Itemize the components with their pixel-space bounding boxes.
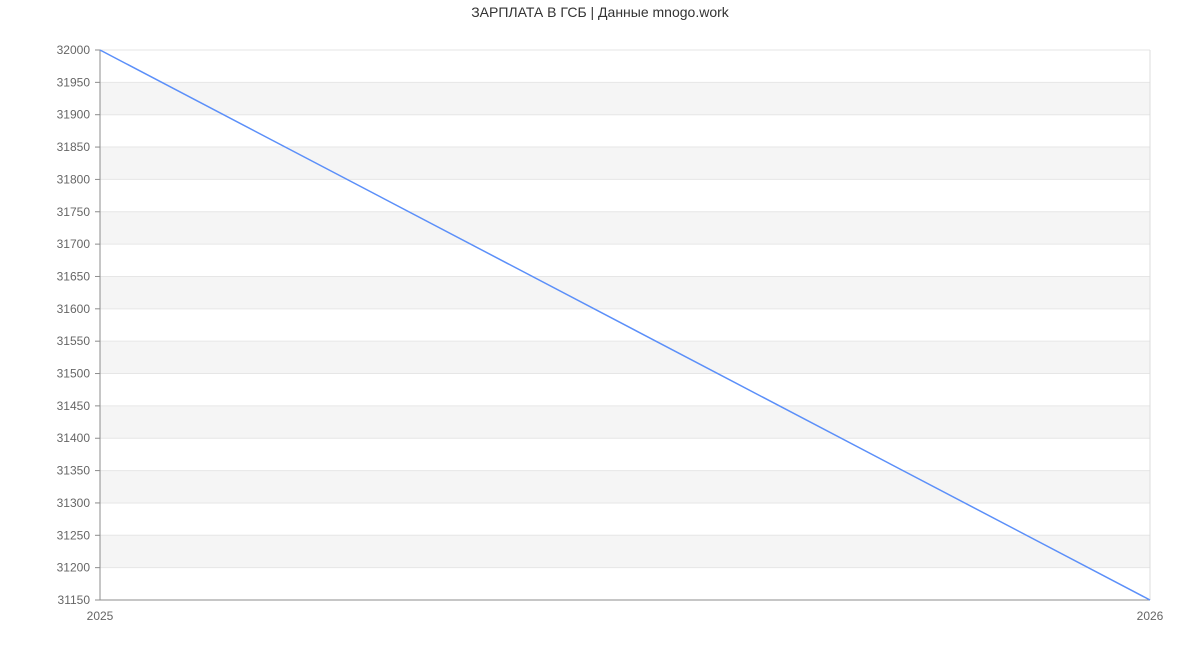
- svg-text:31800: 31800: [57, 172, 91, 186]
- svg-text:31950: 31950: [57, 75, 91, 89]
- svg-text:31400: 31400: [57, 431, 91, 445]
- svg-text:31500: 31500: [57, 367, 91, 381]
- svg-text:31300: 31300: [57, 496, 91, 510]
- svg-text:31900: 31900: [57, 108, 91, 122]
- svg-text:31150: 31150: [58, 593, 91, 607]
- svg-text:2026: 2026: [1137, 609, 1164, 623]
- svg-text:31750: 31750: [57, 205, 91, 219]
- svg-text:31200: 31200: [57, 561, 91, 575]
- svg-text:31450: 31450: [57, 399, 91, 413]
- svg-text:31600: 31600: [57, 302, 91, 316]
- svg-text:31650: 31650: [57, 269, 91, 283]
- svg-text:2025: 2025: [87, 609, 114, 623]
- svg-text:31850: 31850: [57, 140, 91, 154]
- svg-text:31250: 31250: [57, 528, 91, 542]
- svg-text:32000: 32000: [57, 43, 91, 57]
- svg-text:31700: 31700: [57, 237, 91, 251]
- svg-text:31550: 31550: [57, 334, 91, 348]
- svg-text:31350: 31350: [57, 464, 91, 478]
